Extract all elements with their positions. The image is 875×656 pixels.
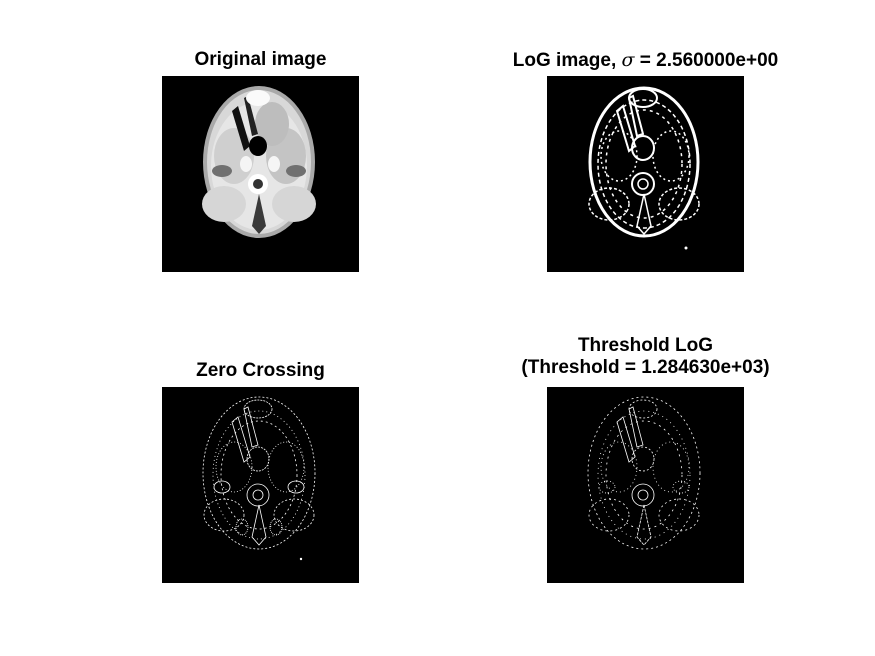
title-zero-crossing-text: Zero Crossing [196,360,325,381]
title-log-suffix: = 2.560000e+00 [634,50,779,71]
title-zero-crossing: Zero Crossing [160,360,361,382]
title-original-text: Original image [194,49,327,70]
axes-zero-crossing [162,387,359,583]
log-filtered-image [588,86,700,250]
axes-log-image [547,76,744,272]
ct-brain-image [202,86,316,238]
zero-crossing-image [202,396,316,561]
title-threshold-line1: Threshold LoG [577,335,714,356]
sigma-symbol: σ [621,49,635,71]
title-original-image: Original image [160,49,361,71]
title-log-prefix: LoG image, [512,50,622,71]
axes-threshold-log [547,387,744,583]
threshold-log-image [587,396,701,550]
axes-original-image [162,76,359,272]
title-threshold-line2: (Threshold = 1.284630e+03) [521,357,770,378]
title-log-image: LoG image, σ = 2.560000e+00 [488,49,803,72]
title-threshold-log: Threshold LoG (Threshold = 1.284630e+03) [488,335,803,379]
